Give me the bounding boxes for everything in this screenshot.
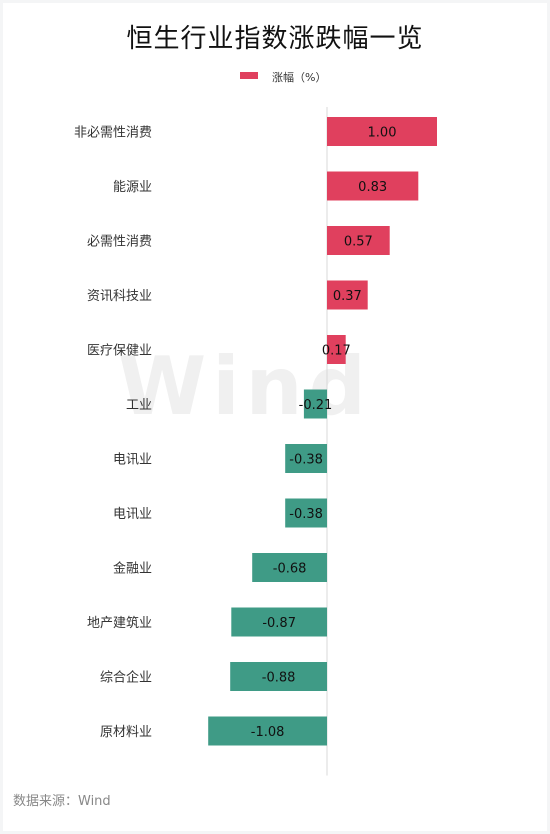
category-label: 金融业 [113, 561, 152, 577]
data-label: -0.38 [289, 507, 323, 522]
category-label: 原材料业 [100, 725, 152, 740]
data-label: 0.83 [358, 180, 387, 195]
data-label: -0.21 [299, 398, 333, 413]
data-label: -0.68 [273, 562, 307, 577]
data-label: 0.37 [333, 289, 362, 304]
chart-card [3, 3, 547, 831]
bar [231, 607, 327, 637]
bar [252, 553, 327, 582]
category-label: 地产建筑业 [87, 615, 152, 631]
category-label: 综合企业 [100, 670, 152, 686]
legend-label: 涨幅（%） [272, 71, 327, 84]
data-label: -0.38 [289, 453, 323, 468]
bar [285, 498, 327, 528]
bar [230, 662, 327, 691]
bar [285, 444, 327, 473]
category-label: 非必需性消费 [74, 126, 152, 141]
legend-swatch [240, 72, 258, 79]
bar [327, 171, 419, 201]
data-label: 0.17 [322, 344, 351, 359]
category-label: 必需性消费 [87, 235, 152, 250]
category-label: 电讯业 [113, 453, 152, 468]
category-label: 工业 [126, 398, 152, 413]
data-label: 1.00 [368, 126, 397, 141]
bar [327, 280, 368, 310]
bar [303, 389, 327, 419]
source-note: 数据来源：Wind [13, 794, 111, 809]
data-label: -0.88 [262, 671, 296, 686]
category-label: 电讯业 [113, 507, 152, 522]
category-label: 资讯科技业 [87, 289, 152, 304]
data-label: -0.87 [262, 616, 296, 631]
bar [208, 716, 327, 746]
data-label: 0.57 [344, 235, 373, 250]
bar [327, 335, 346, 364]
bar [327, 117, 437, 146]
category-label: 能源业 [113, 180, 152, 195]
data-label: -1.08 [251, 725, 285, 740]
bar [327, 226, 390, 255]
chart-title: 恒生行业指数涨跌幅一览 [126, 24, 424, 54]
category-label: 医疗保健业 [87, 344, 152, 359]
